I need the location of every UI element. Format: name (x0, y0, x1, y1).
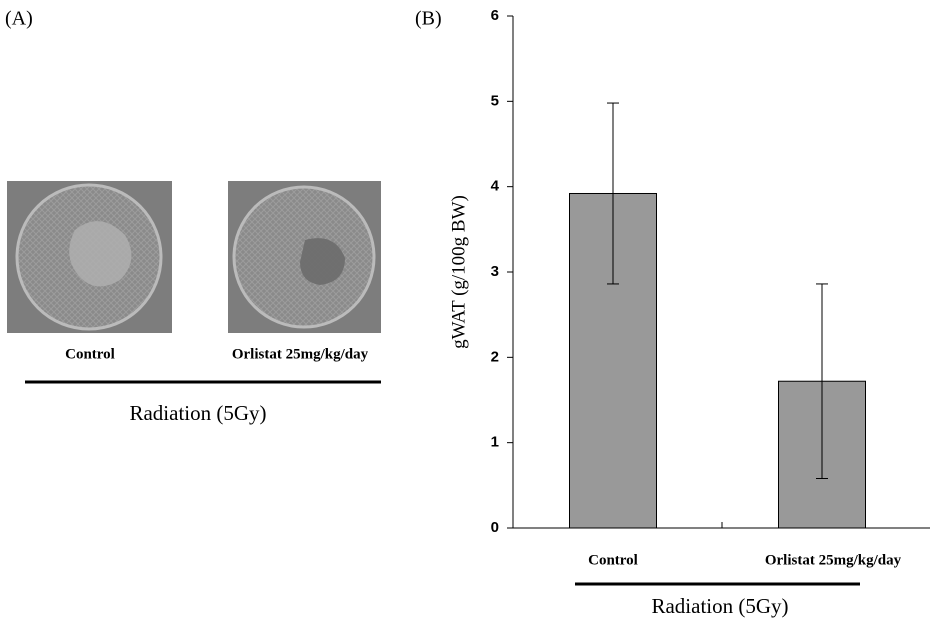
y-tick-label: 1 (491, 434, 499, 451)
photo (228, 181, 381, 333)
y-axis-label: gWAT (g/100g BW) (448, 195, 469, 349)
panel-label: (A) (5, 8, 33, 30)
group-label: Radiation (5Gy) (651, 594, 788, 618)
y-tick-label: 5 (491, 92, 499, 109)
y-tick-label: 4 (491, 178, 500, 195)
y-tick-label: 3 (491, 263, 499, 280)
photo (7, 181, 172, 333)
photo-label: Orlistat 25mg/kg/day (232, 346, 369, 362)
error-bar (816, 283, 828, 480)
panel-label: (B) (415, 8, 442, 30)
x-tick-label: Control (588, 552, 638, 568)
x-tick-label: Orlistat 25mg/kg/day (765, 552, 902, 568)
y-tick-label: 6 (491, 7, 499, 24)
y-tick-label: 2 (491, 348, 499, 365)
photo-label: Control (65, 346, 115, 362)
error-bar (607, 102, 619, 285)
y-tick-label: 0 (491, 519, 499, 536)
group-label: Radiation (5Gy) (129, 401, 266, 425)
